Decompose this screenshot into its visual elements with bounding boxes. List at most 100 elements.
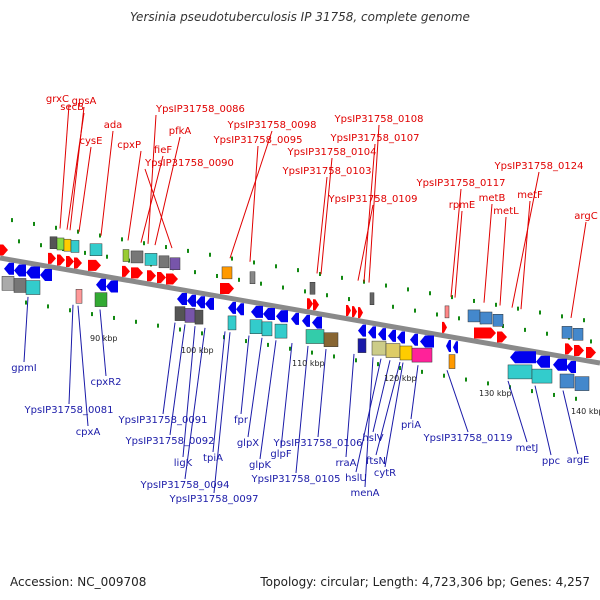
gene-block <box>507 364 533 380</box>
reverse-gene-arrow <box>420 335 434 348</box>
forward-gene-arrow <box>352 306 357 318</box>
reverse-gene-arrow <box>236 303 244 316</box>
scale-label: 100 kbp <box>181 346 214 355</box>
gene-block <box>385 343 401 358</box>
gene-block <box>63 238 72 252</box>
forward-gene-arrow <box>574 344 584 356</box>
genome-backbone <box>0 255 600 366</box>
map-title: Yersinia pseudotuberculosis IP 31758, co… <box>130 10 470 24</box>
gene-label: gpsA <box>72 96 97 107</box>
leader-line <box>446 370 469 433</box>
reverse-gene-arrow <box>312 316 322 329</box>
forward-gene-arrow <box>220 283 234 294</box>
forward-gene-arrow <box>586 347 596 359</box>
gene-block <box>448 354 456 369</box>
gene-block <box>309 282 316 295</box>
forward-gene-arrow <box>474 327 496 339</box>
leader-line <box>213 332 231 494</box>
reverse-gene-arrow <box>453 341 458 354</box>
gene-block <box>274 323 288 339</box>
forward-gene-arrow <box>57 254 65 266</box>
gene-label: glpK <box>249 460 271 471</box>
forward-gene-arrow <box>497 331 507 343</box>
forward-gene-arrow <box>442 321 447 333</box>
gene-block <box>25 280 41 295</box>
reverse-gene-arrow <box>446 340 451 353</box>
gene-label: hslU <box>345 473 367 484</box>
gene-label: cysE <box>80 136 103 147</box>
gene-block <box>305 329 325 344</box>
gene-block <box>559 373 575 389</box>
gene-label: rraA <box>335 458 356 469</box>
leader-line <box>410 365 419 420</box>
gene-block <box>371 340 387 356</box>
gene-block <box>227 315 237 331</box>
gene-label: ftsN <box>366 456 386 467</box>
gene-block <box>444 305 450 319</box>
leader-line <box>570 221 587 319</box>
gene-block <box>492 314 504 327</box>
gene-block <box>399 345 413 361</box>
forward-gene-arrow <box>565 343 573 355</box>
gene-block <box>479 311 493 325</box>
leader-line <box>240 335 250 415</box>
gene-label: priA <box>401 420 421 431</box>
gene-label: cpxR2 <box>90 377 121 388</box>
leader-line <box>280 343 293 449</box>
leader-line <box>534 385 552 456</box>
leader-line <box>182 326 196 458</box>
gene-label: metB <box>479 193 506 204</box>
leader-line <box>140 155 164 243</box>
gene-label: hslV <box>362 433 383 444</box>
gene-label: fpr <box>234 415 249 426</box>
reverse-gene-arrow <box>276 310 288 323</box>
gene-block <box>467 309 481 323</box>
gene-label: YpsIP31758_0104 <box>287 147 377 158</box>
forward-gene-arrow <box>147 270 156 282</box>
gene-label: ada <box>104 120 123 131</box>
gene-label: YpsIP31758_0091 <box>118 415 208 426</box>
gene-label: metJ <box>516 443 539 454</box>
leader-line <box>69 106 85 231</box>
gene-label: glpX <box>237 438 259 449</box>
leader-line <box>364 357 374 488</box>
leader-line <box>345 353 355 458</box>
gene-block <box>70 240 80 253</box>
reverse-gene-arrow <box>368 326 376 339</box>
gene-label: menA <box>350 488 379 499</box>
gene-block <box>75 289 83 304</box>
leader-line <box>59 104 70 229</box>
gene-block <box>130 250 144 264</box>
gene-block <box>89 243 103 256</box>
gene-label: YpsIP31758_0081 <box>24 405 114 416</box>
gene-block <box>169 257 181 270</box>
gene-label: ligK <box>174 458 193 469</box>
gene-label: argC <box>574 211 597 222</box>
forward-gene-arrow <box>166 273 178 285</box>
gene-block <box>184 308 196 323</box>
gene-label: argE <box>567 455 590 466</box>
leader-line <box>162 322 176 415</box>
gene-label: YpsIP31758_0119 <box>423 433 513 444</box>
leader-line <box>212 331 226 453</box>
gene-label: YpsIP31758_0098 <box>227 120 317 131</box>
gene-label: ppc <box>542 456 560 467</box>
leader-line <box>520 200 531 310</box>
gene-block <box>411 347 433 363</box>
leader-line <box>295 345 309 474</box>
gene-block <box>13 278 27 293</box>
gene-label: pfkA <box>169 126 192 137</box>
reverse-gene-arrow <box>205 297 214 310</box>
gene-block <box>49 236 58 249</box>
gene-label: gpmI <box>11 363 36 374</box>
leader-line <box>454 210 463 298</box>
leader-line <box>316 176 328 274</box>
gene-label: YpsIP31758_0086 <box>155 104 245 115</box>
forward-gene-arrow <box>131 267 143 279</box>
gene-block <box>94 292 108 307</box>
reverse-gene-arrow <box>397 331 405 344</box>
leader-line <box>77 305 89 427</box>
leader-line <box>99 309 107 377</box>
reverse-gene-arrow <box>106 280 118 293</box>
forward-gene-arrow <box>74 257 82 269</box>
